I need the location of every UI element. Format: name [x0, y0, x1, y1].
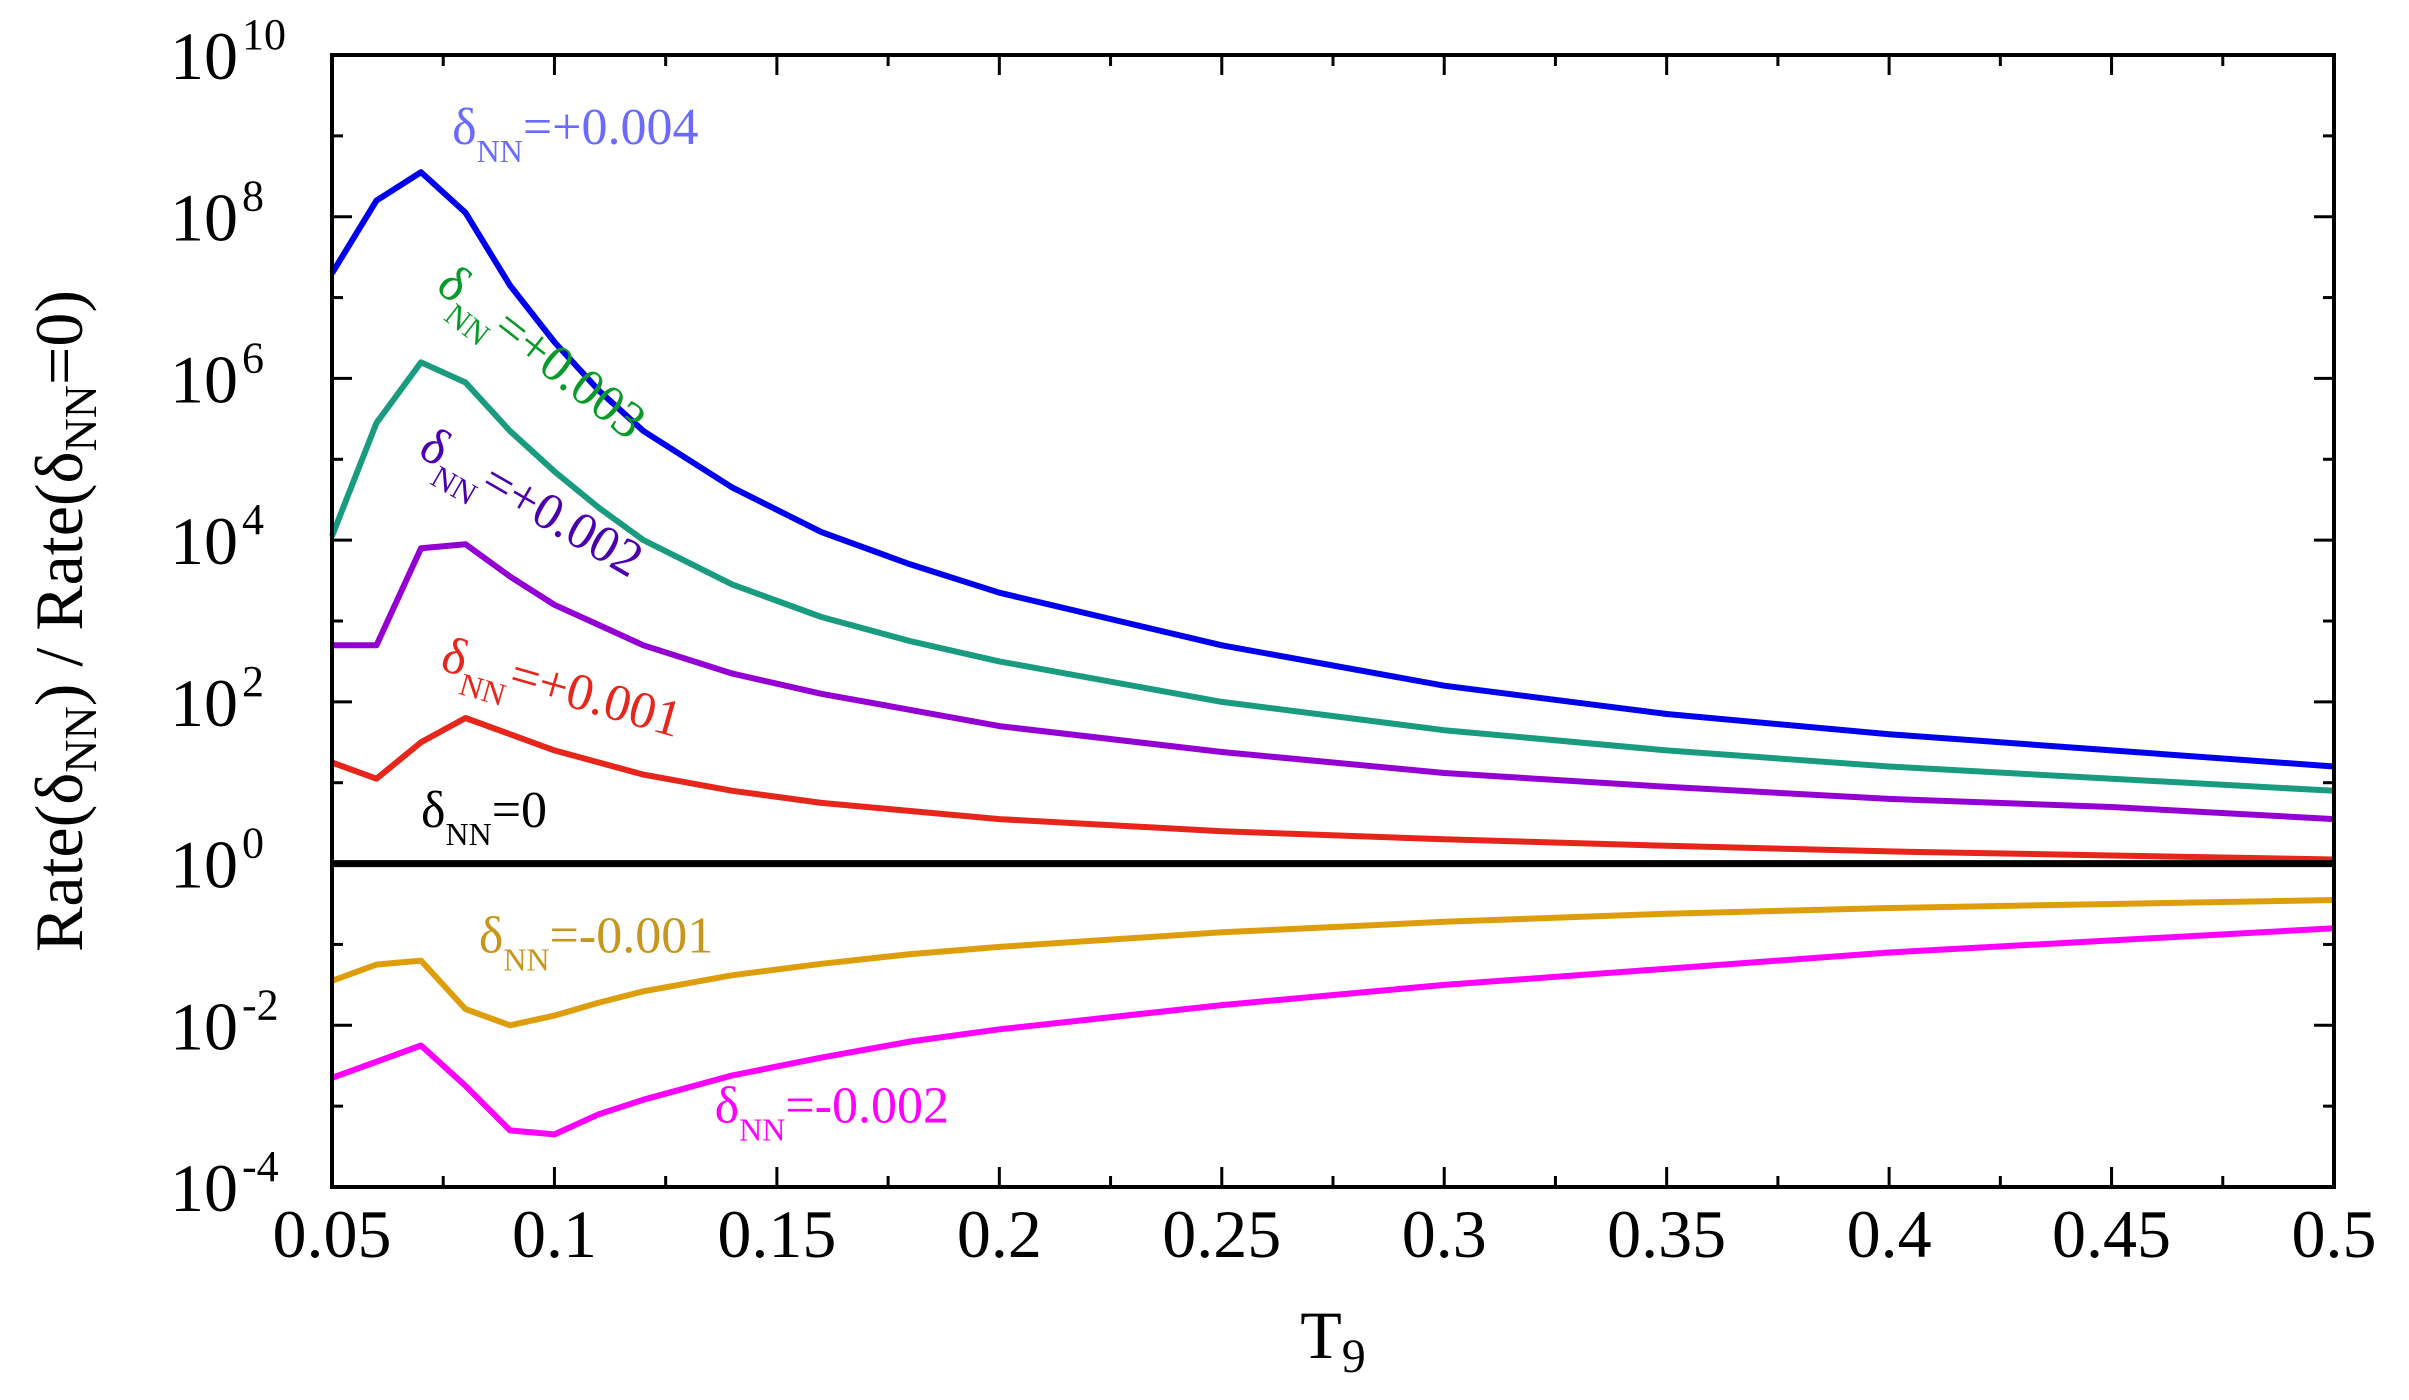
y-tick-label: 10 [170, 18, 238, 94]
y-tick-label: 10 [170, 341, 238, 417]
annotation-symbol: δ [452, 99, 477, 156]
annotation-p004: δNN=+0.004 [452, 99, 698, 169]
series-line-3 [330, 715, 2335, 863]
x-tick-label: 0.1 [512, 1196, 597, 1272]
y-tick-exponent: 10 [242, 10, 286, 59]
x-tick-label: 0.25 [1162, 1196, 1281, 1272]
annotation-layer: δNN=+0.004δNN=+0.003δNN=+0.002δNN=+0.001… [411, 99, 949, 1147]
series-line-5 [330, 897, 2335, 1029]
annotation-value: =0 [492, 782, 547, 839]
y-tick-base: 10 [170, 18, 238, 94]
y-tick-exponent: 6 [242, 333, 264, 382]
y-tick-label: 10 [170, 988, 238, 1064]
y-tick-base: 10 [170, 180, 238, 256]
annotation-symbol: δ [715, 1077, 740, 1134]
series-line-0 [329, 169, 2335, 770]
series-line-2 [332, 541, 2335, 823]
annotation-subscript: NN [477, 133, 523, 169]
y-tick-label: 10 [170, 665, 238, 741]
annotation-subscript: NN [455, 666, 509, 713]
annotation-m002: δNN=-0.002 [715, 1077, 949, 1147]
x-axis-title-sub: 9 [1342, 1330, 1366, 1383]
y-axis-title: Rate(δNN) / Rate(δNN=0) [21, 290, 106, 952]
x-axis-title: T9 [1300, 1297, 1366, 1383]
annotation-value: =-0.002 [785, 1077, 949, 1134]
y-tick-label: 10 [170, 180, 238, 256]
y-tick-label: 10 [170, 827, 238, 903]
x-tick-label: 0.4 [1847, 1196, 1932, 1272]
annotation-symbol: δ [479, 908, 504, 965]
x-tick-label: 0.05 [273, 1196, 392, 1272]
y-axis-title-part-2: ) / Rate(δ [21, 451, 97, 706]
y-tick-base: 10 [170, 827, 238, 903]
y-axis-title-part-1: Rate(δ [21, 773, 97, 952]
annotation-symbol: δ [421, 782, 446, 839]
annotation-subscript: NN [445, 816, 491, 852]
y-tick-base: 10 [170, 341, 238, 417]
y-tick-exponent: 8 [242, 172, 264, 221]
annotation-subscript: NN [503, 942, 549, 978]
y-tick-exponent: 0 [242, 819, 264, 868]
plot-frame [330, 53, 2336, 1189]
y-tick-base: 10 [170, 665, 238, 741]
x-tick-label: 0.45 [2052, 1196, 2171, 1272]
axis-ticks [330, 53, 2336, 1189]
y-axis-title-sub-1: NN [55, 706, 106, 772]
y-tick-label: 10 [170, 503, 238, 579]
y-tick-exponent: -2 [242, 980, 279, 1029]
annotation-zero: δNN=0 [421, 782, 547, 852]
annotation-m001: δNN=-0.001 [479, 908, 713, 978]
x-tick-label: 0.3 [1402, 1196, 1487, 1272]
x-tick-label: 0.2 [957, 1196, 1042, 1272]
annotation-value: =-0.001 [550, 908, 714, 965]
annotation-value: =+0.004 [523, 99, 699, 156]
series-line-6 [330, 925, 2335, 1138]
series-line-1 [329, 359, 2335, 794]
y-tick-exponent: 4 [242, 495, 264, 544]
y-tick-base: 10 [170, 1150, 238, 1226]
y-axis-title-part-3: =0) [21, 290, 97, 385]
y-tick-label: 10 [170, 1150, 238, 1226]
series-layer [329, 169, 2335, 1138]
y-tick-exponent: 2 [242, 657, 264, 706]
y-axis-title-sub-2: NN [55, 385, 106, 451]
x-tick-label: 0.5 [2292, 1196, 2377, 1272]
x-tick-label: 0.15 [717, 1196, 836, 1272]
x-tick-label: 0.35 [1607, 1196, 1726, 1272]
tick-labels: 0.05 0.1 0.15 0.2 0.25 0.3 0.35 0.4 0.45 0.510 -41… [170, 10, 2377, 1272]
y-tick-base: 10 [170, 988, 238, 1064]
y-tick-exponent: -4 [242, 1142, 279, 1191]
annotation-value: =+0.001 [503, 646, 688, 749]
x-axis-title-main: T [1300, 1297, 1342, 1373]
annotation-subscript: NN [739, 1111, 785, 1147]
y-tick-base: 10 [170, 503, 238, 579]
